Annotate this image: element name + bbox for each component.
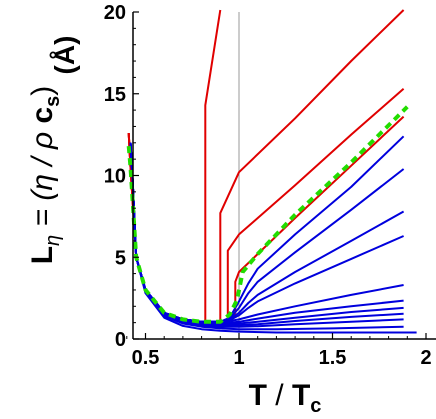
series-line-3 bbox=[127, 88, 405, 323]
x-title-slash: / bbox=[267, 379, 292, 412]
series-line-1 bbox=[127, 9, 222, 323]
series-line-10 bbox=[129, 142, 404, 323]
y-tick-label-2: 5 bbox=[115, 247, 126, 269]
y-tick-label-1: 0 bbox=[115, 329, 126, 351]
y-title-c-sub: s bbox=[42, 96, 64, 107]
x-tick-label-2: 1 bbox=[233, 347, 244, 369]
y-tick-label-5: 20 bbox=[104, 2, 126, 24]
x-tick-label-1: 0.5 bbox=[132, 347, 160, 369]
y-axis-title-group: Lη = (η / ρ cs) (Å) bbox=[26, 36, 80, 265]
axes-layer bbox=[132, 12, 436, 340]
x-axis-title: T / Tc bbox=[249, 379, 322, 417]
x-title-subscript: c bbox=[310, 395, 321, 417]
series-layer bbox=[126, 9, 417, 334]
series-line-8 bbox=[129, 142, 405, 323]
y-title-eq: = (η / ρ bbox=[26, 124, 59, 235]
series-line-5 bbox=[126, 105, 409, 324]
x-tick-label-4: 2 bbox=[420, 347, 431, 369]
y-axis-title: Lη = (η / ρ cs) bbox=[26, 86, 64, 265]
series-line-6 bbox=[129, 135, 405, 323]
series-line-11 bbox=[129, 142, 404, 324]
y-title-L-sub: η bbox=[42, 235, 64, 246]
y-axis-unit: (Å) bbox=[49, 36, 80, 75]
x-title-main: T bbox=[249, 379, 267, 412]
y-tick-label-4: 15 bbox=[104, 84, 126, 106]
x-title-sub-main: T bbox=[292, 379, 310, 412]
series-line-15 bbox=[129, 142, 404, 331]
x-tick-label-3: 1.5 bbox=[319, 347, 347, 369]
series-line-9 bbox=[129, 142, 405, 323]
y-title-close: ) bbox=[26, 86, 59, 96]
y-tick-label-3: 10 bbox=[104, 166, 126, 188]
series-line-7 bbox=[129, 142, 405, 323]
y-title-L: L bbox=[26, 246, 59, 264]
y-title-c: c bbox=[26, 107, 59, 124]
